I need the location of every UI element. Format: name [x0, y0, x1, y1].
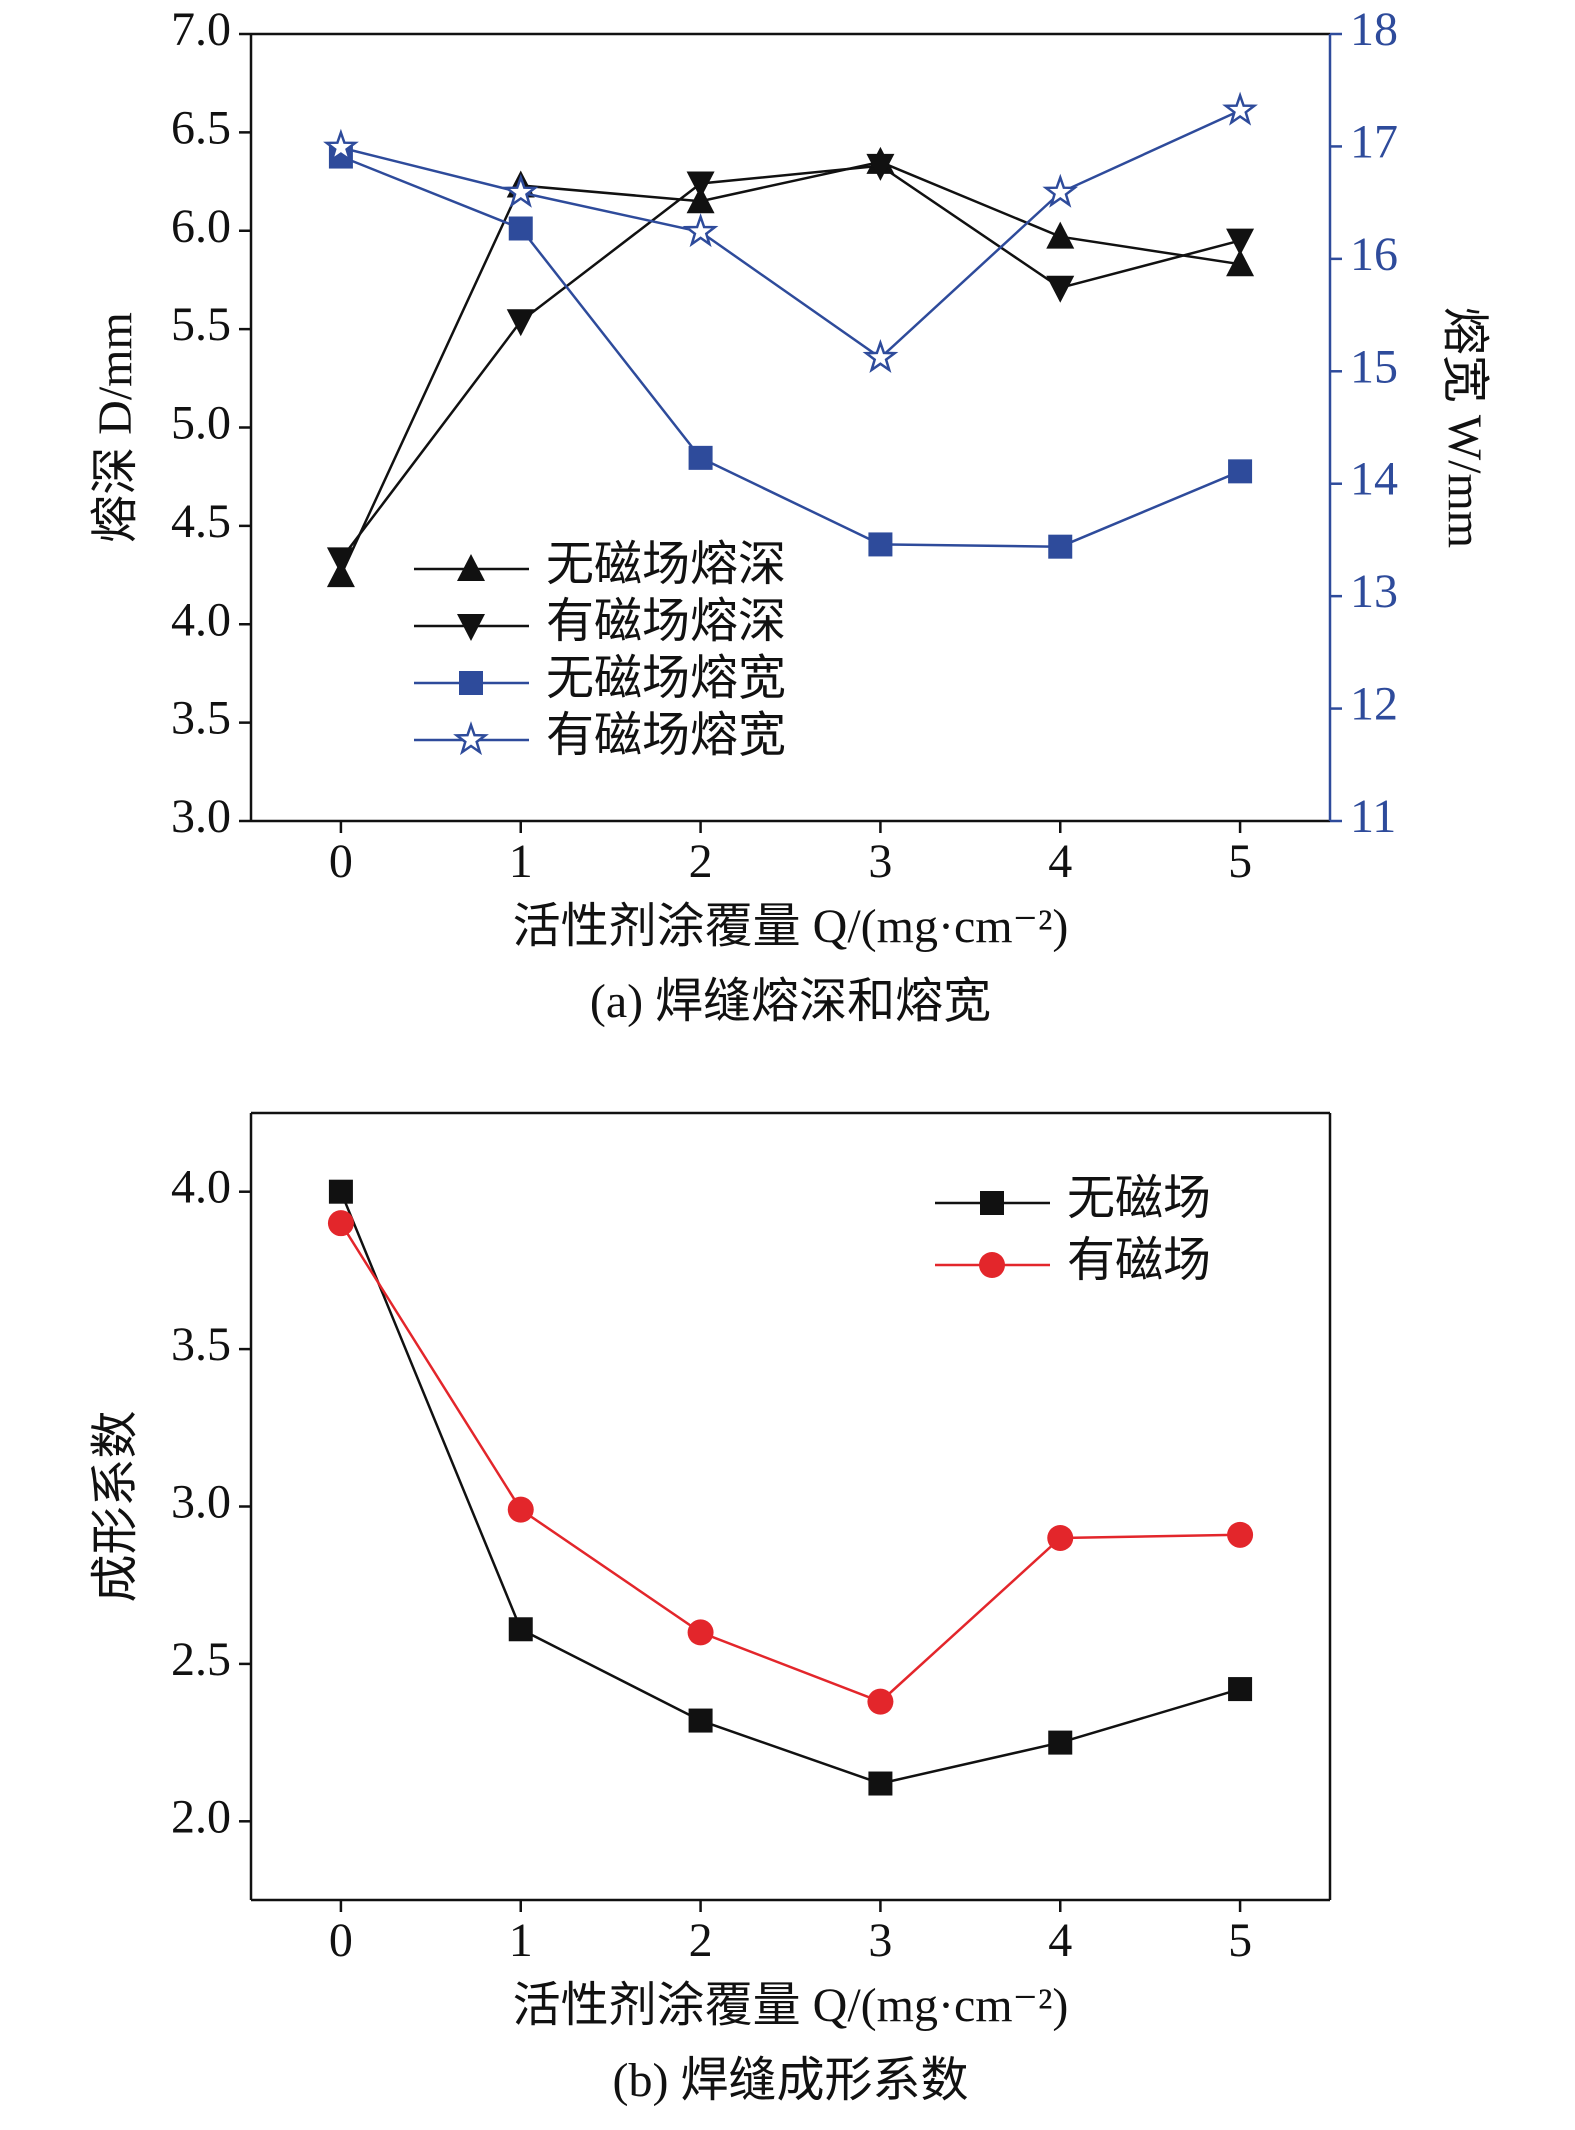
data-point	[508, 1617, 533, 1642]
series-line	[339, 160, 1241, 576]
data-point	[1042, 173, 1079, 208]
y-tick-label: 5.0	[171, 397, 231, 450]
x-tick-label: 0	[329, 835, 353, 888]
data-point	[1046, 275, 1075, 303]
data-point	[867, 1688, 894, 1715]
y-tick-label: 4.0	[171, 1161, 231, 1214]
legend-marker	[980, 1191, 1004, 1215]
legend-marker	[453, 721, 489, 756]
legend-marker	[457, 554, 485, 581]
y-tick-label: 3.5	[171, 1318, 231, 1371]
legend-label: 有磁场	[1067, 1234, 1211, 1287]
data-point	[1222, 91, 1258, 126]
series-line	[340, 109, 1241, 360]
x-tick-label: 2	[689, 1914, 713, 1967]
legend-label: 有磁场熔宽	[546, 709, 786, 762]
series-line	[340, 155, 1241, 548]
y2-tick-label: 16	[1350, 228, 1398, 281]
data-point	[686, 186, 715, 214]
x-tick-label: 3	[868, 835, 892, 888]
x-tick-label: 1	[509, 835, 533, 888]
legend-marker	[979, 1252, 1005, 1278]
data-point	[688, 1708, 713, 1733]
x-tick-label: 0	[329, 1914, 353, 1967]
caption: (a) 焊缝熔深和熔宽	[590, 975, 991, 1028]
y-tick-label: 5.5	[171, 298, 231, 351]
data-point	[687, 1619, 714, 1646]
data-point	[868, 532, 893, 557]
data-point	[686, 171, 715, 199]
data-point	[688, 445, 713, 470]
x-axis-label: 活性剂涂覆量 Q/(mg·cm⁻²)	[513, 900, 1069, 953]
y-tick-label: 3.0	[171, 790, 231, 843]
data-point	[1228, 1677, 1253, 1702]
legend-label: 有磁场熔深	[546, 595, 786, 648]
data-point	[506, 309, 535, 337]
legend-marker	[459, 671, 483, 695]
data-point	[502, 173, 539, 208]
x-tick-label: 2	[689, 835, 713, 888]
data-point	[508, 216, 533, 241]
legend-label: 无磁场	[1067, 1172, 1211, 1225]
y-axis-label: 熔深 D/mm	[89, 312, 142, 543]
data-point	[1227, 1521, 1254, 1548]
x-tick-label: 5	[1228, 835, 1252, 888]
y2-tick-label: 15	[1350, 340, 1398, 393]
data-point	[1048, 1730, 1073, 1755]
y-tick-label: 4.0	[171, 593, 231, 646]
y-axis-label: 成形系数	[89, 1410, 142, 1602]
legend-marker	[457, 614, 485, 641]
caption: (b) 焊缝成形系数	[613, 2054, 969, 2107]
series-line	[339, 164, 1241, 561]
data-point	[1228, 459, 1253, 484]
data-point	[1047, 1524, 1074, 1551]
legend-label: 无磁场熔深	[546, 538, 786, 591]
data-point	[682, 213, 719, 248]
data-point	[328, 1179, 353, 1204]
data-point	[1046, 221, 1075, 249]
y-tick-label: 2.0	[171, 1790, 231, 1843]
data-point	[1226, 228, 1255, 256]
x-tick-label: 5	[1228, 1914, 1252, 1967]
x-tick-label: 3	[868, 1914, 892, 1967]
y-tick-label: 7.0	[171, 3, 231, 56]
y-tick-label: 4.5	[171, 495, 231, 548]
y2-tick-label: 14	[1350, 453, 1398, 506]
y2-tick-label: 18	[1350, 3, 1398, 56]
data-point	[327, 1210, 354, 1237]
data-point	[326, 547, 355, 575]
data-point	[868, 1771, 893, 1796]
x-axis-label: 活性剂涂覆量 Q/(mg·cm⁻²)	[513, 1979, 1069, 2032]
y2-tick-label: 11	[1350, 790, 1396, 843]
y-tick-label: 6.5	[171, 101, 231, 154]
y-tick-label: 3.5	[171, 692, 231, 745]
data-point	[507, 1496, 534, 1523]
y-tick-label: 2.5	[171, 1633, 231, 1686]
y-tick-label: 6.0	[171, 200, 231, 253]
y2-tick-label: 12	[1350, 678, 1398, 731]
series-line	[339, 1191, 1241, 1785]
y-tick-label: 3.0	[171, 1476, 231, 1529]
legend-label: 无磁场熔宽	[546, 652, 786, 705]
x-tick-label: 4	[1048, 835, 1072, 888]
series-line	[339, 1222, 1241, 1704]
data-point	[866, 153, 895, 181]
y2-axis-label: 熔宽 W/mm	[1438, 307, 1491, 548]
y2-tick-label: 13	[1350, 565, 1398, 618]
data-point	[1226, 249, 1255, 277]
data-point	[1048, 534, 1073, 559]
x-tick-label: 1	[509, 1914, 533, 1967]
data-point	[323, 128, 359, 163]
data-point	[862, 338, 899, 373]
y2-tick-label: 17	[1350, 115, 1398, 168]
x-tick-label: 4	[1048, 1914, 1072, 1967]
